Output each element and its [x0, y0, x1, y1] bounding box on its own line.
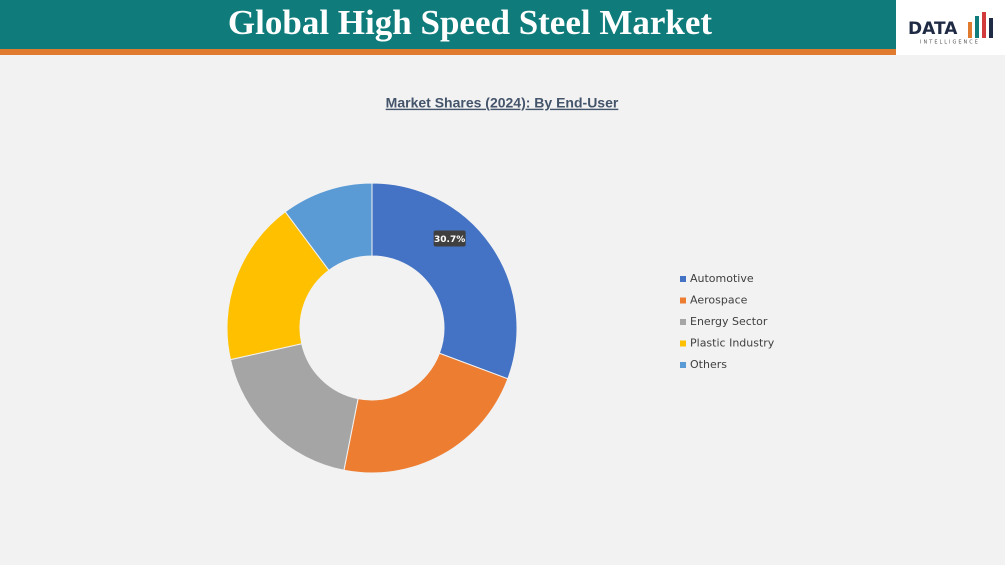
donut-slice	[229, 343, 359, 471]
chart-title: Market Shares (2024): By End-User	[386, 95, 619, 111]
legend-swatch	[680, 297, 686, 304]
legend-label: Energy Sector	[690, 315, 768, 328]
page-title: Global High Speed Steel Market	[228, 3, 713, 42]
legend-label: Plastic Industry	[690, 337, 775, 350]
donut-slice	[371, 182, 518, 380]
legend-swatch	[680, 319, 686, 325]
legend-label: Automotive	[690, 272, 754, 285]
data-label-box	[433, 230, 466, 247]
data-label: 30.7%	[434, 235, 465, 245]
legend-swatch	[680, 340, 686, 347]
title-stripe	[0, 49, 896, 55]
legend-swatch	[680, 362, 686, 368]
logo-icon	[968, 12, 993, 38]
legend-label: Others	[690, 358, 727, 371]
title-banner	[0, 0, 896, 49]
logo-box	[896, 0, 1005, 55]
donut-slice	[343, 352, 509, 474]
donut-slice	[284, 182, 373, 271]
logo-subtext: INTELLIGENCE	[920, 40, 980, 46]
logo-text: DATA	[908, 19, 958, 39]
legend-swatch	[680, 276, 686, 282]
legend-label: Aerospace	[690, 294, 748, 307]
donut-slice	[226, 211, 330, 361]
